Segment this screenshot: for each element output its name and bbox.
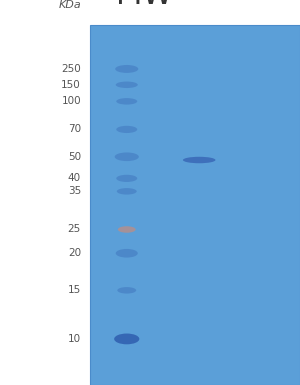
- Text: 10: 10: [68, 334, 81, 344]
- Text: 150: 150: [61, 80, 81, 90]
- Ellipse shape: [118, 226, 136, 233]
- FancyBboxPatch shape: [90, 25, 300, 385]
- Ellipse shape: [116, 175, 137, 182]
- Ellipse shape: [116, 82, 138, 88]
- Ellipse shape: [114, 333, 139, 344]
- Ellipse shape: [116, 126, 137, 133]
- Ellipse shape: [116, 249, 138, 258]
- Ellipse shape: [117, 287, 136, 294]
- Text: KDa: KDa: [58, 0, 81, 10]
- Text: 250: 250: [61, 64, 81, 74]
- Ellipse shape: [116, 98, 137, 105]
- Text: 50: 50: [68, 152, 81, 162]
- Ellipse shape: [115, 152, 139, 161]
- Text: MW: MW: [116, 0, 172, 10]
- Text: 25: 25: [68, 224, 81, 234]
- Text: 100: 100: [61, 96, 81, 106]
- Text: 70: 70: [68, 124, 81, 134]
- Text: 20: 20: [68, 248, 81, 258]
- Text: 35: 35: [68, 186, 81, 196]
- Text: 40: 40: [68, 173, 81, 183]
- Ellipse shape: [183, 157, 215, 163]
- Ellipse shape: [115, 65, 138, 73]
- Ellipse shape: [117, 188, 137, 194]
- Text: 15: 15: [68, 285, 81, 295]
